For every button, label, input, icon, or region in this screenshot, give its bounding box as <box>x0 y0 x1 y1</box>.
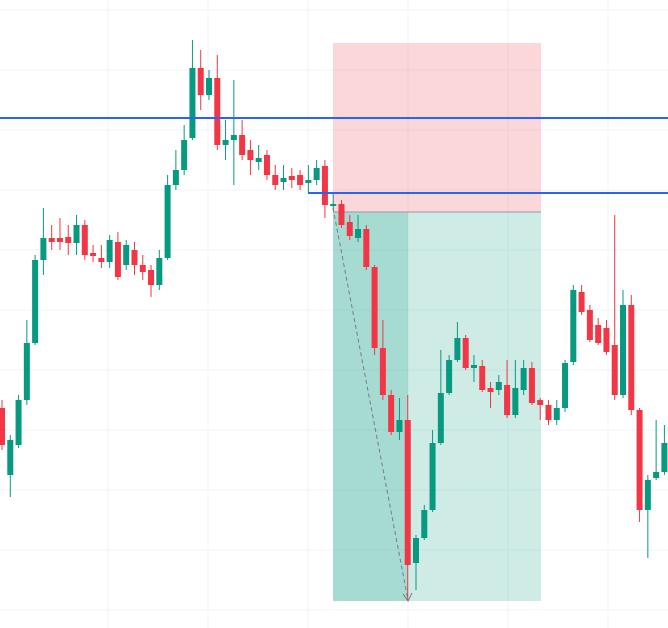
candle-body <box>504 385 511 415</box>
candle-body <box>81 225 88 255</box>
candle-body <box>479 366 486 390</box>
candle-body <box>172 170 179 185</box>
candle-body <box>321 166 328 205</box>
candle-body <box>32 260 39 343</box>
candle-body <box>280 178 287 182</box>
candle-body <box>421 510 428 538</box>
candle-body <box>189 68 196 138</box>
candle-body <box>247 150 254 160</box>
candle-body <box>56 238 63 242</box>
candle-body <box>139 265 146 272</box>
candle-body <box>197 68 204 95</box>
candle-body <box>562 363 569 408</box>
path-arrow <box>332 207 409 601</box>
candle-body <box>7 440 14 475</box>
candle-body <box>214 78 221 145</box>
candle-body <box>603 328 610 352</box>
candle-body <box>106 240 113 262</box>
candle-body <box>297 175 304 185</box>
candle-body <box>222 140 229 145</box>
candle-body <box>396 420 403 432</box>
candle-body <box>578 292 585 312</box>
candle-body <box>487 388 494 392</box>
stop-zone <box>333 43 541 212</box>
candle-body <box>98 258 105 262</box>
candle-body <box>495 382 502 390</box>
candle-body <box>148 270 155 285</box>
candle-body <box>636 410 643 510</box>
candle-body <box>388 395 395 432</box>
candle-body <box>355 229 362 238</box>
candle-body <box>404 420 411 565</box>
candle-body <box>330 204 337 206</box>
candle-body <box>156 258 163 285</box>
candle-body <box>454 338 461 360</box>
position-tool <box>332 43 541 602</box>
candle-body <box>48 238 55 242</box>
candle-body <box>371 267 378 348</box>
candle-body <box>338 204 345 225</box>
candle-body <box>65 237 72 243</box>
candle-body <box>620 305 626 395</box>
candle-body <box>255 158 262 162</box>
arrow-head <box>402 592 413 602</box>
candle-body <box>446 360 453 393</box>
candle-body <box>181 140 188 170</box>
candle-body <box>661 443 668 472</box>
candle-body <box>263 155 270 175</box>
candle-body <box>131 250 138 265</box>
candle-body <box>288 176 295 180</box>
candle-body <box>0 408 5 445</box>
candle-body <box>114 242 121 277</box>
candle-body <box>305 180 312 183</box>
candle-body <box>379 348 386 395</box>
candle-body <box>413 538 419 563</box>
candle-body <box>470 365 477 368</box>
candle-body <box>40 238 47 260</box>
candle-body <box>537 400 544 405</box>
candle-body <box>23 343 30 400</box>
candle-body <box>346 222 353 236</box>
candle-body <box>586 310 593 340</box>
candle-body <box>73 225 80 243</box>
candle-body <box>90 253 97 256</box>
candle-body <box>570 290 577 362</box>
candle-body <box>512 388 519 415</box>
candle-body <box>553 408 560 420</box>
candle-body <box>123 245 130 265</box>
candle-body <box>239 135 246 155</box>
target-zone-elapsed <box>333 212 408 601</box>
candle-body <box>595 325 602 343</box>
candle-body <box>313 168 320 180</box>
candle-body <box>653 472 660 478</box>
candles <box>0 40 668 600</box>
candle-body <box>462 338 469 368</box>
candle-body <box>437 393 444 443</box>
candle-body <box>272 175 279 185</box>
candle-body <box>628 305 635 410</box>
candle-body <box>15 400 22 445</box>
candle-body <box>206 78 212 95</box>
candle-body <box>520 368 527 390</box>
candle-body <box>545 405 552 420</box>
candle-body <box>429 443 436 510</box>
candle-body <box>644 480 651 510</box>
candle-body <box>230 135 237 140</box>
candle-body <box>164 185 171 258</box>
candle-body <box>363 229 370 267</box>
candle-body <box>611 345 618 395</box>
candle-body <box>528 368 535 403</box>
